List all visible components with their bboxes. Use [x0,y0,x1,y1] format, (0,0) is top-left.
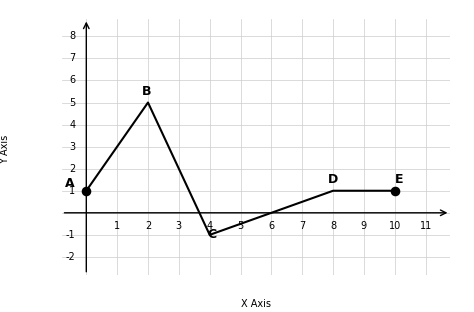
Text: -1: -1 [66,230,75,240]
Text: 2: 2 [69,164,75,174]
Text: C: C [208,228,217,241]
Text: -2: -2 [66,252,75,262]
Text: 1: 1 [114,221,120,231]
Point [82,188,90,193]
Text: 11: 11 [419,221,432,231]
Text: 3: 3 [176,221,182,231]
Text: 6: 6 [69,76,75,85]
Text: 7: 7 [69,53,75,63]
Text: A: A [64,177,74,190]
Text: 3: 3 [69,142,75,152]
Text: D: D [328,173,338,186]
Text: 8: 8 [69,32,75,41]
Text: 7: 7 [299,221,305,231]
Text: 1: 1 [69,186,75,196]
Text: B: B [142,85,151,98]
Text: E: E [395,173,404,186]
Text: 10: 10 [389,221,401,231]
Text: 6: 6 [268,221,274,231]
Text: 4: 4 [69,119,75,129]
Text: 9: 9 [361,221,367,231]
Text: 5: 5 [69,98,75,108]
Text: X Axis: X Axis [241,299,271,309]
Text: Y Axis: Y Axis [0,135,10,164]
Text: 5: 5 [237,221,244,231]
Text: 2: 2 [145,221,151,231]
Point [391,188,399,193]
Text: 8: 8 [330,221,336,231]
Text: 4: 4 [207,221,213,231]
